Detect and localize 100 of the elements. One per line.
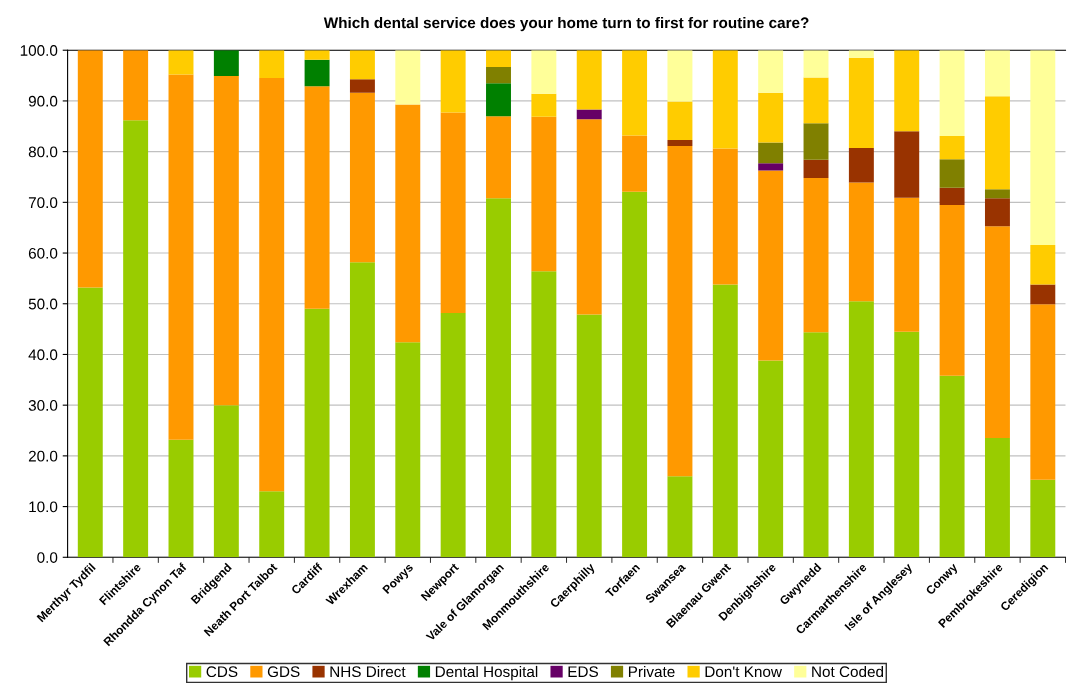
y-tick-label: 60.0 (28, 247, 58, 259)
bar (894, 50, 920, 132)
bar (349, 92, 375, 263)
bar (758, 163, 784, 171)
bar (77, 50, 103, 288)
bar (440, 112, 466, 313)
y-tick-label: 10.0 (29, 501, 58, 513)
bar (803, 178, 829, 333)
bar (712, 148, 738, 285)
bar (213, 76, 239, 406)
y-tick-label: 100.0 (20, 45, 58, 56)
bar (349, 79, 375, 93)
legend-label: EDS (568, 666, 598, 678)
bar (531, 50, 557, 94)
bar (758, 50, 784, 93)
bar (667, 101, 693, 140)
bar (894, 331, 920, 558)
bar (848, 50, 874, 58)
bar (939, 159, 965, 188)
bar (213, 405, 239, 558)
bar (758, 92, 784, 143)
bar (984, 438, 1010, 558)
bar (576, 119, 602, 315)
bar (984, 189, 1010, 199)
bar (576, 314, 602, 558)
bar (984, 226, 1010, 439)
bar (1030, 284, 1056, 305)
bar (1030, 244, 1056, 285)
bar (758, 360, 784, 558)
bar (758, 170, 784, 361)
bar (576, 109, 602, 120)
bar (259, 78, 285, 492)
bar (712, 284, 738, 558)
bar (486, 198, 511, 558)
bar (1030, 479, 1056, 558)
legend-label: GDS (267, 666, 300, 678)
bar (168, 50, 194, 75)
bar (531, 116, 557, 272)
bar (622, 191, 648, 558)
bar (984, 96, 1010, 190)
bar (939, 50, 965, 136)
bar (848, 182, 874, 302)
bar (168, 74, 194, 440)
bar (712, 50, 738, 149)
bar (304, 308, 330, 558)
bar (395, 50, 421, 105)
chart-title: Which dental service does your home turn to first for routine care? (323, 16, 809, 32)
bar (531, 271, 557, 558)
bar (486, 83, 511, 117)
bar (440, 50, 466, 113)
bar (984, 50, 1010, 97)
bar (440, 312, 466, 558)
bar (77, 287, 103, 558)
bar (894, 197, 920, 332)
legend-label: Not Coded (812, 665, 884, 678)
legend-label: Dental Hospital (435, 665, 538, 681)
legend-label: Private (628, 665, 675, 678)
y-tick-label: 30.0 (28, 400, 58, 411)
bar (349, 50, 375, 80)
bar (803, 77, 829, 124)
bar (1030, 50, 1056, 245)
bar (259, 50, 285, 79)
legend-label: NHS Direct (330, 665, 406, 678)
bar (213, 50, 239, 77)
y-tick-label: 40.0 (28, 349, 58, 361)
bar (123, 50, 149, 121)
bar (939, 187, 965, 205)
bar (395, 104, 421, 343)
bar (803, 159, 829, 178)
bar (758, 142, 784, 164)
bar (848, 57, 874, 149)
y-tick-label: 0.0 (37, 552, 58, 563)
y-tick-label: 70.0 (28, 197, 58, 209)
bar (1030, 304, 1056, 480)
bar (486, 116, 511, 199)
legend-label: CDS (206, 666, 238, 678)
y-tick-label: 80.0 (28, 146, 58, 158)
bar (168, 439, 194, 558)
bar (304, 86, 330, 309)
bar (939, 204, 965, 376)
bar (486, 50, 511, 67)
bar (667, 50, 693, 102)
y-tick-label: 50.0 (28, 298, 58, 310)
bar (984, 198, 1010, 227)
legend-label: Don't Know (705, 666, 782, 678)
bar (349, 262, 375, 558)
bar (894, 131, 920, 198)
bar (576, 50, 602, 110)
y-tick-label: 20.0 (28, 450, 58, 462)
bar (123, 120, 149, 558)
bar (622, 135, 648, 192)
bar (667, 476, 693, 558)
bar (803, 332, 829, 558)
bar (667, 139, 693, 147)
bar (803, 123, 829, 160)
bar (667, 146, 693, 477)
bar (848, 301, 874, 558)
bar (304, 59, 330, 87)
bar (939, 135, 965, 160)
bar (304, 50, 330, 60)
